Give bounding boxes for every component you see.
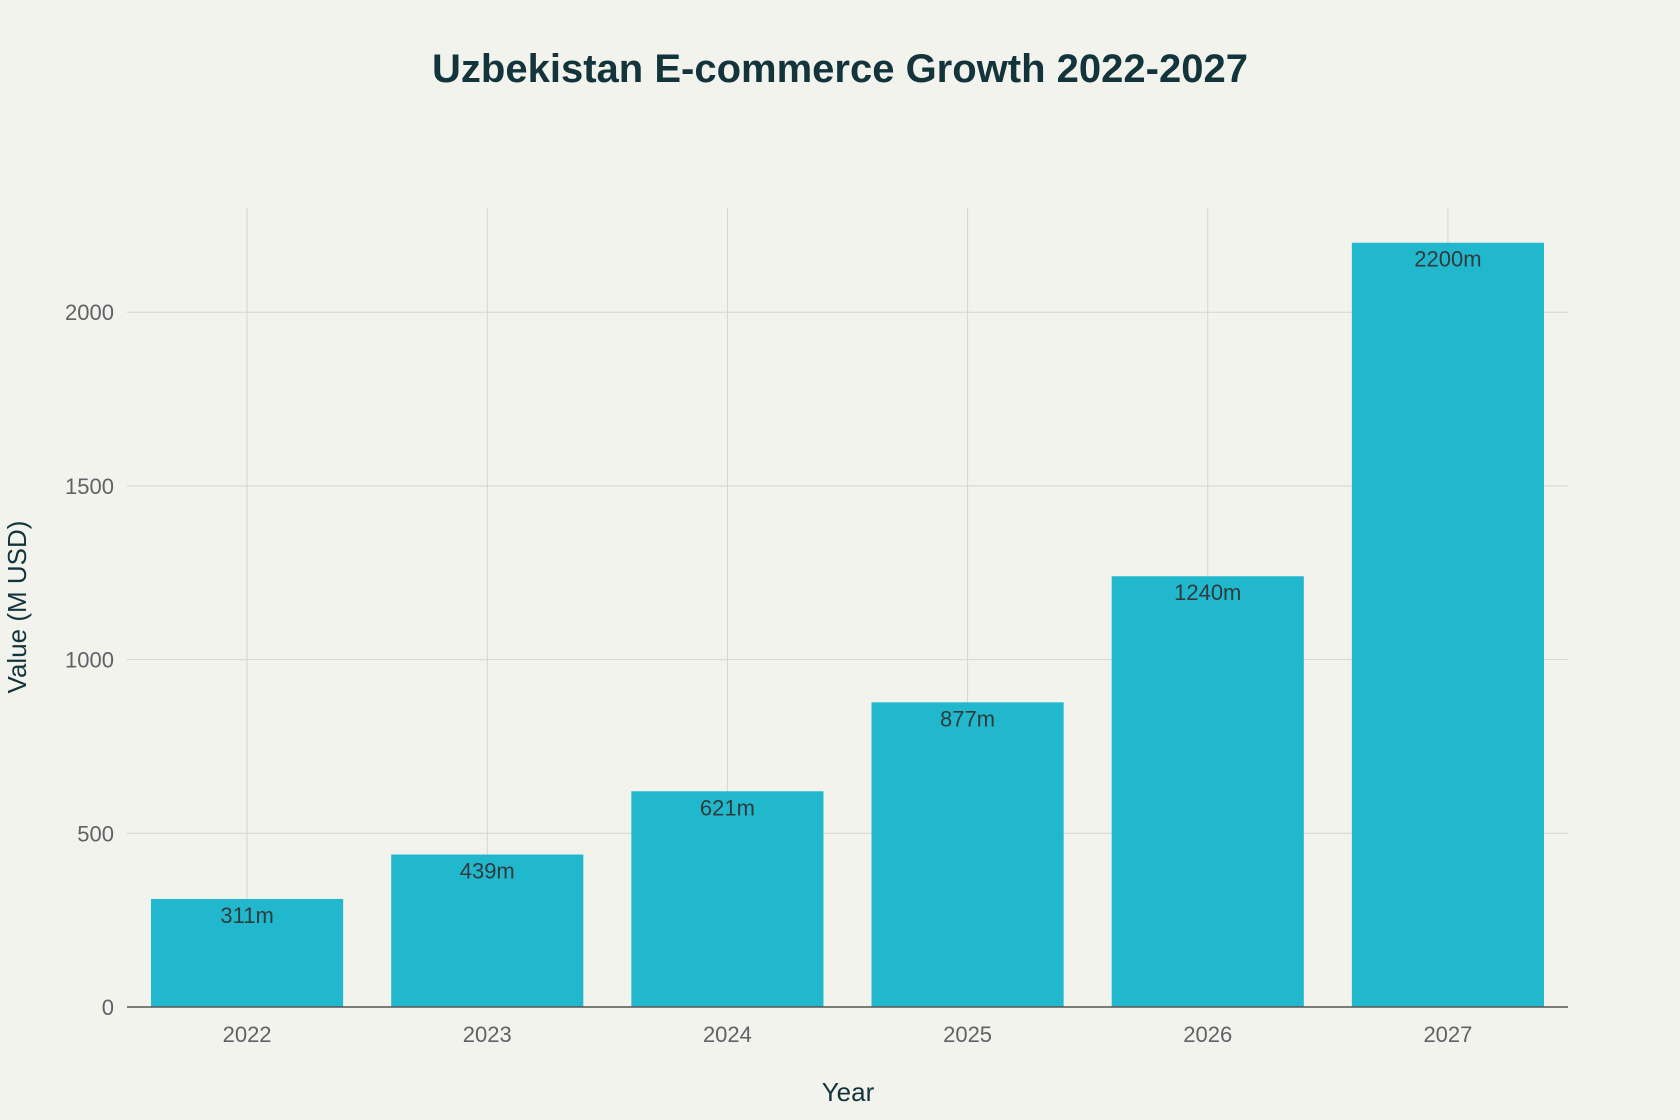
bar-2026 (1111, 576, 1304, 1007)
x-tick-label: 2026 (1183, 1022, 1232, 1047)
data-labels: 311m 439m 621m 877m 1240m 2200m (220, 247, 1481, 928)
x-tick-label: 2025 (943, 1022, 992, 1047)
x-tick-label: 2024 (703, 1022, 752, 1047)
bar-2022 (151, 898, 344, 1007)
bar-2027 (1351, 242, 1544, 1007)
bars (151, 242, 1544, 1007)
data-label-2025: 877m (940, 706, 995, 731)
data-label-2022: 311m (220, 903, 273, 928)
x-tick-label: 2022 (223, 1022, 272, 1047)
y-tick-label: 2000 (65, 300, 114, 325)
y-axis-title: Value (M USD) (2, 521, 32, 694)
data-label-2027: 2200m (1414, 247, 1481, 272)
y-axis-ticks: 0 500 1000 1500 2000 (65, 300, 114, 1020)
data-label-2026: 1240m (1174, 580, 1241, 605)
x-axis-title: Year (822, 1077, 875, 1107)
bar-2024 (631, 791, 824, 1007)
y-tick-label: 1500 (65, 474, 114, 499)
chart-title: Uzbekistan E-commerce Growth 2022-2027 (432, 47, 1248, 91)
y-tick-label: 1000 (65, 648, 114, 673)
bar-2025 (871, 702, 1064, 1007)
x-tick-label: 2023 (463, 1022, 512, 1047)
data-label-2024: 621m (700, 795, 755, 820)
bar-2023 (391, 854, 584, 1007)
x-tick-label: 2027 (1423, 1022, 1472, 1047)
x-axis-ticks: 2022 2023 2024 2025 2026 2027 (223, 1022, 1473, 1047)
y-tick-label: 500 (77, 821, 114, 846)
data-label-2023: 439m (460, 858, 515, 883)
y-tick-label: 0 (102, 995, 114, 1020)
